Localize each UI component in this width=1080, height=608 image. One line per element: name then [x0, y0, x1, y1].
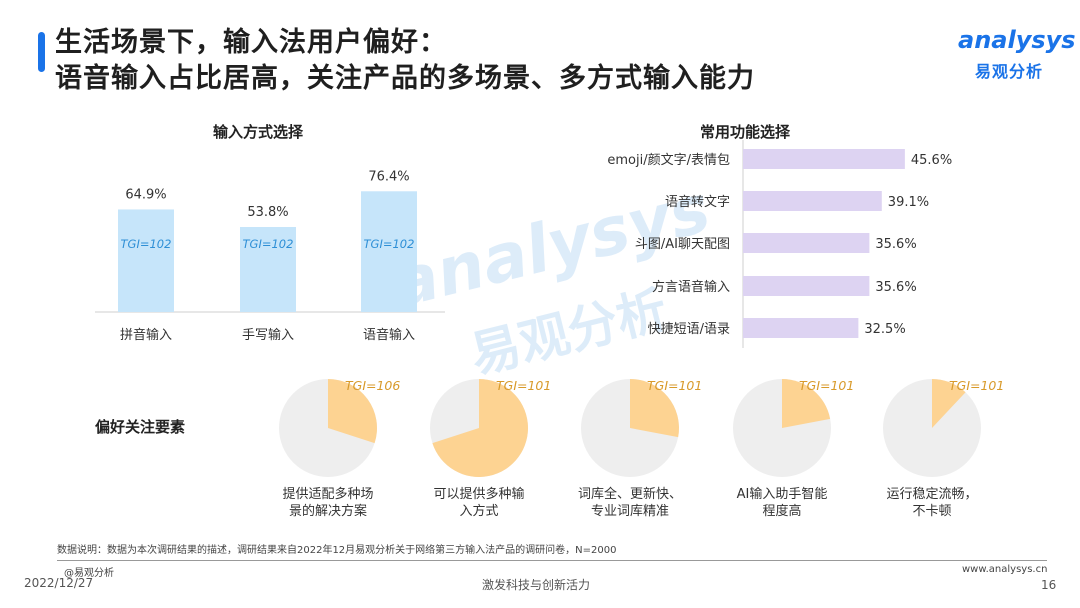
- chart3-title: 偏好关注要素: [95, 418, 186, 436]
- hbar-3: [743, 276, 870, 296]
- bar-value-label-0: 64.9%: [125, 187, 166, 202]
- chart2-title: 常用功能选择: [700, 123, 791, 141]
- hbar-4: [743, 318, 859, 338]
- hbar-1: [743, 191, 882, 211]
- brand-logo: analysys: [958, 26, 1076, 54]
- pie-tgi-label-2: TGI=101: [647, 378, 702, 393]
- hbar-value-label-4: 32.5%: [864, 322, 905, 337]
- pie-category-label-2-1: 专业词库精准: [591, 503, 669, 519]
- hbar-value-label-1: 39.1%: [888, 195, 929, 210]
- hbar-category-label-4: 快捷短语/语录: [648, 322, 730, 337]
- hbar-value-label-3: 35.6%: [875, 280, 916, 295]
- footer-date: 2022/12/27: [24, 576, 94, 590]
- page-title-line1: 生活场景下，输入法用户偏好：: [55, 27, 447, 58]
- pie-slice-3: [782, 379, 831, 428]
- chart1-title: 输入方式选择: [213, 123, 304, 141]
- data-note: 数据说明：数据为本次调研结果的描述，调研结果来自2022年12月易观分析关于网络…: [57, 545, 617, 556]
- hbar-2: [743, 233, 870, 253]
- pie-slice-0: [328, 379, 377, 444]
- pie-category-label-1-0: 可以提供多种输: [433, 486, 524, 502]
- pie-category-label-4-0: 运行稳定流畅，: [886, 486, 977, 502]
- pie-category-label-3-1: 程度高: [762, 503, 801, 519]
- hbar-category-label-0: emoji/颜文字/表情包: [607, 152, 730, 168]
- hbar-category-label-1: 语音转文字: [665, 194, 730, 210]
- pie-tgi-label-0: TGI=106: [345, 378, 400, 393]
- hbar-value-label-0: 45.6%: [911, 153, 952, 168]
- bar-category-label-1: 手写输入: [242, 327, 294, 343]
- pie-tgi-label-1: TGI=101: [496, 378, 551, 393]
- page-number: 16: [1041, 578, 1057, 592]
- pie-category-label-1-1: 入方式: [459, 503, 498, 519]
- pie-slice-2: [630, 379, 679, 438]
- page-title-line2: 语音输入占比居高，关注产品的多场景、多方式输入能力: [55, 63, 755, 94]
- hbar-category-label-3: 方言语音输入: [652, 279, 730, 295]
- pie-slice-1: [432, 379, 529, 477]
- footer-website: www.analysys.cn: [962, 564, 1048, 575]
- bar-tgi-label-2: TGI=102: [364, 237, 415, 251]
- pie-slice-4: [932, 379, 966, 428]
- hbar-category-label-2: 斗图/AI聊天配图: [635, 237, 730, 252]
- pie-category-label-2-0: 词库全、更新快、: [578, 486, 682, 502]
- footer-divider: [57, 560, 1047, 561]
- hbar-0: [743, 149, 905, 169]
- hbar-value-label-2: 35.6%: [875, 237, 916, 252]
- footer-slogan: 激发科技与创新活力: [482, 578, 591, 592]
- bar-value-label-2: 76.4%: [368, 169, 409, 184]
- bar-value-label-1: 53.8%: [247, 205, 288, 220]
- pie-category-label-0-1: 景的解决方案: [289, 503, 367, 519]
- title-accent-bar: [38, 32, 45, 72]
- bar-tgi-label-0: TGI=102: [121, 237, 172, 251]
- bar-category-label-2: 语音输入: [363, 327, 415, 343]
- bar-tgi-label-1: TGI=102: [243, 237, 294, 251]
- footer-source: @易观分析: [64, 568, 114, 579]
- pie-category-label-4-1: 不卡顿: [912, 504, 951, 519]
- bar-0: [118, 209, 174, 312]
- bar-2: [361, 191, 417, 312]
- pie-category-label-0-0: 提供适配多种场: [282, 486, 373, 502]
- bar-1: [240, 226, 296, 312]
- pie-tgi-label-3: TGI=101: [799, 378, 854, 393]
- pie-tgi-label-4: TGI=101: [949, 378, 1004, 393]
- pie-category-label-3-0: AI输入助手智能: [737, 486, 828, 502]
- brand-logo-cn: 易观分析: [975, 62, 1044, 81]
- bar-category-label-0: 拼音输入: [120, 327, 172, 343]
